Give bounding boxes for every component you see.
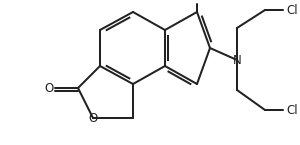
Text: O: O — [45, 81, 54, 95]
Text: OH: OH — [188, 0, 206, 3]
Text: Cl: Cl — [286, 104, 298, 116]
Text: Cl: Cl — [286, 3, 298, 17]
Text: O: O — [88, 112, 98, 125]
Text: N: N — [232, 54, 242, 67]
